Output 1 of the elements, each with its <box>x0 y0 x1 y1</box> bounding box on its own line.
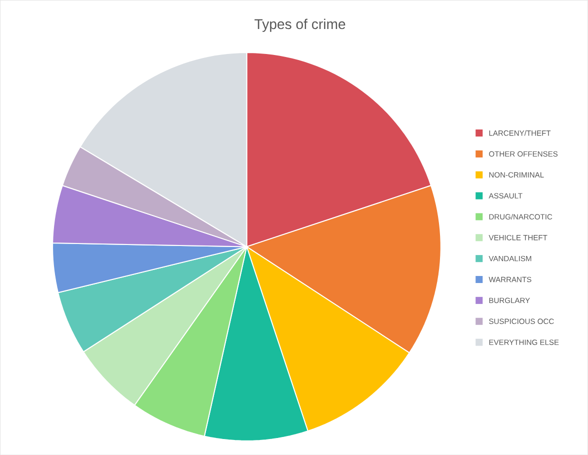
chart-title: Types of crime <box>254 18 346 32</box>
